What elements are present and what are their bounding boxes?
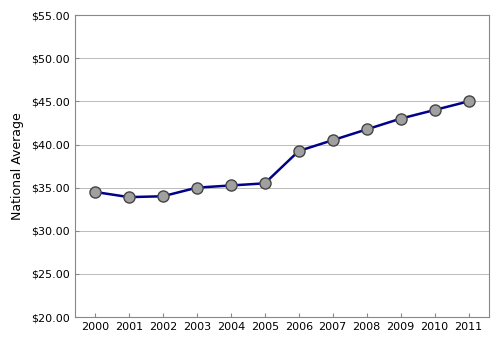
Y-axis label: National Average: National Average xyxy=(11,112,24,220)
